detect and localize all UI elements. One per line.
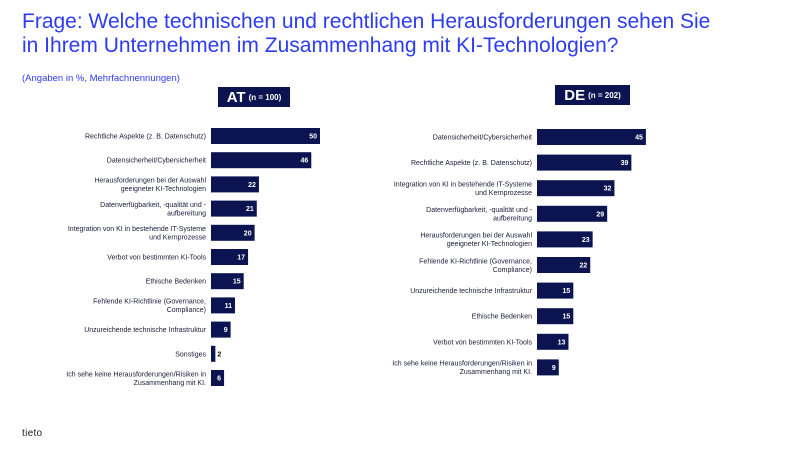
- value-label-at-3: 21: [246, 206, 254, 213]
- value-label-de-1: 39: [621, 160, 629, 167]
- category-label-at-6: Ethische Bedenken: [146, 279, 206, 286]
- bar-at-9: [211, 345, 216, 362]
- category-label-de-6: Unzureichende technische Infrastruktur: [410, 288, 532, 295]
- bar-at-4: [211, 224, 255, 241]
- panel-header-de: DE (n = 202): [555, 85, 630, 105]
- bar-de-9: [537, 359, 559, 376]
- bar-de-7: [537, 308, 574, 325]
- bar-at-10: [211, 370, 225, 386]
- panel-header-at: AT (n = 100): [218, 87, 290, 107]
- bar-at-3: [211, 200, 257, 217]
- value-label-at-5: 17: [237, 255, 245, 262]
- value-label-de-6: 15: [563, 288, 571, 295]
- category-label-de-4: Herausforderungen bei der Auswahl geeigne…: [420, 233, 532, 249]
- bar-at-8: [211, 321, 231, 338]
- bar-at-2: [211, 176, 259, 193]
- bar-at-7: [211, 297, 235, 314]
- panel-n-de: (n = 202): [588, 90, 621, 100]
- bar-de-5: [537, 257, 591, 273]
- panel-n-at: (n = 100): [248, 92, 282, 102]
- value-label-at-6: 15: [233, 279, 241, 286]
- tieto-logo: tieto: [22, 428, 43, 439]
- bar-at-5: [211, 249, 249, 265]
- value-label-at-9: 2: [217, 351, 221, 358]
- bar-at-6: [211, 273, 244, 290]
- category-label-de-8: Verbot von bestimmten KI-Tools: [433, 339, 532, 346]
- category-label-at-3: Datenverfügbarkeit, -qualität und -aufbe…: [100, 202, 207, 218]
- value-label-at-7: 11: [225, 303, 233, 310]
- value-label-de-5: 22: [579, 263, 587, 270]
- value-label-de-0: 45: [635, 135, 643, 142]
- bar-at-1: [211, 152, 312, 169]
- category-label-de-2: Integration von KI in bestehende IT-Syst…: [394, 181, 532, 197]
- category-label-at-8: Unzureichende technische Infrastruktur: [84, 327, 206, 334]
- value-label-de-3: 29: [596, 211, 604, 218]
- bar-at-0: [211, 128, 320, 144]
- panel-label-de: DE: [564, 86, 586, 104]
- value-label-de-7: 15: [563, 314, 571, 321]
- bar-de-4: [537, 231, 593, 248]
- bar-de-8: [537, 333, 569, 350]
- value-label-at-8: 9: [224, 327, 228, 334]
- category-label-at-5: Verbot von bestimmten KI-Tools: [107, 255, 206, 262]
- value-label-at-10: 6: [217, 376, 221, 383]
- chart-subtitle: (Angaben in %, Mehrfachnennungen): [22, 73, 180, 84]
- category-label-at-7: Fehlende KI-Richtlinie (Governance, Compl…: [93, 299, 206, 315]
- category-label-at-0: Rechtliche Aspekte (z. B. Datenschutz): [85, 134, 206, 141]
- category-label-at-9: Sonstiges: [175, 351, 206, 358]
- category-label-de-7: Ethische Bedenken: [472, 314, 532, 321]
- value-label-de-2: 32: [604, 186, 612, 193]
- bar-de-2: [537, 180, 615, 197]
- page-title: Frage: Welche technischen und rechtliche…: [22, 10, 711, 57]
- category-label-de-0: Datensicherheit/Cybersicherheit: [433, 135, 532, 142]
- category-label-at-10: Ich sehe keine Herausforderungen/Risiken…: [66, 371, 206, 387]
- value-label-at-1: 46: [300, 158, 308, 165]
- bar-de-3: [537, 205, 608, 222]
- value-label-at-4: 20: [244, 230, 252, 237]
- category-label-at-2: Herausforderungen bei der Auswahl geeigne…: [94, 178, 206, 194]
- bar-de-0: [537, 129, 646, 145]
- category-label-at-4: Integration von KI in bestehende IT-Syst…: [68, 226, 206, 242]
- category-label-de-1: Rechtliche Aspekte (z. B. Datenschutz): [411, 160, 532, 167]
- value-label-de-8: 13: [558, 339, 566, 346]
- category-label-de-9: Ich sehe keine Herausforderungen/Risiken…: [392, 361, 532, 377]
- value-label-de-9: 9: [552, 365, 556, 372]
- value-label-at-2: 22: [248, 182, 256, 189]
- category-label-at-1: Datensicherheit/Cybersicherheit: [107, 158, 206, 165]
- category-label-de-3: Datenverfügbarkeit, -qualität und -aufbe…: [426, 207, 533, 223]
- category-label-de-5: Fehlende KI-Richtlinie (Governance, Compl…: [419, 258, 532, 274]
- bar-de-6: [537, 282, 574, 299]
- value-label-de-4: 23: [582, 237, 590, 244]
- panel-label-at: AT: [226, 88, 246, 106]
- value-label-at-0: 50: [309, 134, 317, 141]
- bar-de-1: [537, 154, 632, 171]
